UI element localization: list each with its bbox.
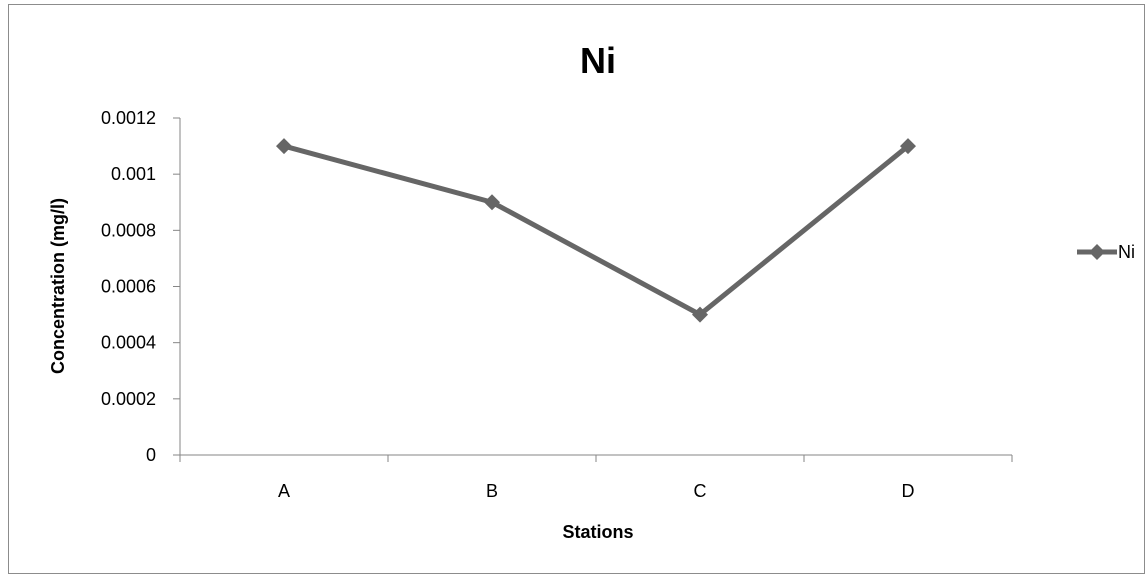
y-tick-label: 0.0012	[101, 108, 156, 128]
series-layer	[276, 138, 916, 323]
legend-label: Ni	[1118, 242, 1135, 262]
legend: Ni	[1077, 242, 1135, 262]
x-tick-label: C	[694, 481, 707, 501]
legend-marker	[1089, 244, 1105, 260]
y-tick-label: 0.0008	[101, 220, 156, 240]
y-tick-label: 0	[146, 445, 156, 465]
x-tick-label: A	[278, 481, 290, 501]
data-point-b	[484, 194, 500, 211]
axes	[179, 118, 1012, 456]
data-point-a	[276, 138, 292, 155]
x-tick-label: B	[486, 481, 498, 501]
series-line-ni	[281, 143, 911, 318]
y-tick-label: 0.0004	[101, 333, 156, 353]
x-tick-label: D	[902, 481, 915, 501]
ticks: 0 0.0002 0.0004 0.0006 0.0008 0.001 0.0012 A B C D	[101, 108, 1013, 501]
y-tick-label: 0.001	[111, 164, 156, 184]
y-axis-title: Concentration (mg/l)	[48, 198, 68, 374]
y-tick-label: 0.0006	[101, 277, 156, 297]
data-point-c	[692, 306, 708, 323]
chart-frame	[8, 4, 1145, 574]
y-tick-label: 0.0002	[101, 389, 156, 409]
chart-title: Ni	[580, 40, 616, 81]
x-axis-title: Stations	[562, 522, 633, 542]
data-point-d	[900, 138, 916, 155]
